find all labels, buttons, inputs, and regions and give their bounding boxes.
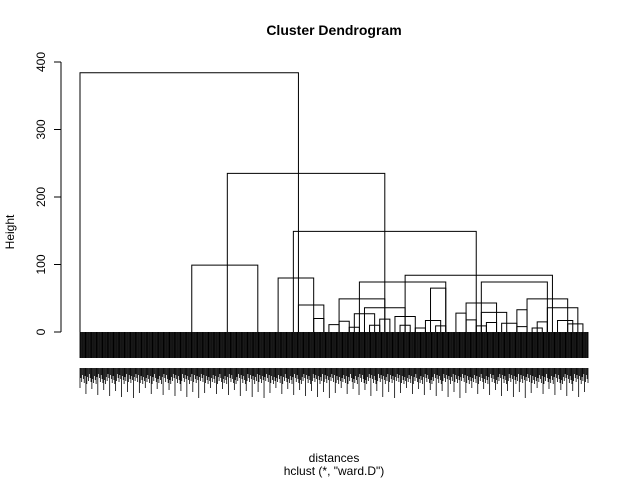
- x-axis-sublabel: hclust (*, "ward.D"): [284, 464, 385, 478]
- dendrogram-merge: [404, 274, 553, 332]
- y-tick-label: 200: [34, 187, 48, 207]
- dendrogram-leaves: [79, 332, 589, 358]
- dendrogram-merge: [226, 172, 386, 332]
- dendrogram-merge: [369, 324, 381, 332]
- dendrogram-merge: [465, 319, 477, 332]
- dendrogram-merge: [313, 318, 325, 332]
- dendrogram-merge: [536, 321, 548, 332]
- dendrogram-merge: [399, 324, 411, 332]
- dendrogram-merge: [348, 326, 360, 332]
- dendrogram-merge: [480, 311, 508, 332]
- dendrogram-merge: [485, 322, 498, 332]
- x-axis-label: distances: [309, 451, 360, 465]
- dendrogram-merge: [191, 264, 259, 332]
- dendrogram-merge: [430, 287, 447, 332]
- dendrogram-merge: [531, 327, 543, 332]
- dendrogram-merge: [501, 322, 518, 332]
- dendrogram-merge: [338, 320, 350, 332]
- dendrogram-merge: [435, 325, 447, 332]
- dendrogram-merge: [557, 320, 574, 332]
- dendrogram-merge: [480, 281, 548, 332]
- dendrogram-merge: [363, 307, 406, 332]
- dendrogram-leaf-labels: [79, 368, 589, 398]
- dendrogram-merge: [79, 72, 299, 332]
- y-axis-label: Height: [3, 214, 17, 249]
- dendrogram-merge: [353, 313, 376, 332]
- y-tick-label: 100: [34, 254, 48, 274]
- dendrogram-merge: [516, 326, 528, 332]
- y-axis: 0 100 200 300 400: [34, 52, 62, 335]
- dendrogram-merge: [414, 327, 426, 332]
- dendrogram-merge: [328, 324, 340, 332]
- dendrogram-tree: [79, 72, 584, 332]
- chart-title: Cluster Dendrogram: [266, 22, 401, 38]
- dendrogram-merge: [394, 315, 416, 332]
- dendrogram-merge: [455, 312, 467, 332]
- dendrogram-merge: [567, 323, 584, 332]
- dendrogram-merge: [292, 230, 477, 332]
- y-tick-label: 300: [34, 119, 48, 139]
- dendrogram-merge: [546, 307, 579, 332]
- dendrogram-merge: [338, 298, 386, 332]
- y-tick-label: 400: [34, 52, 48, 72]
- dendrogram-merge: [516, 309, 528, 332]
- y-tick-label: 0: [34, 328, 48, 335]
- dendrogram-merge: [358, 281, 447, 332]
- dendrogram-merge: [475, 325, 487, 332]
